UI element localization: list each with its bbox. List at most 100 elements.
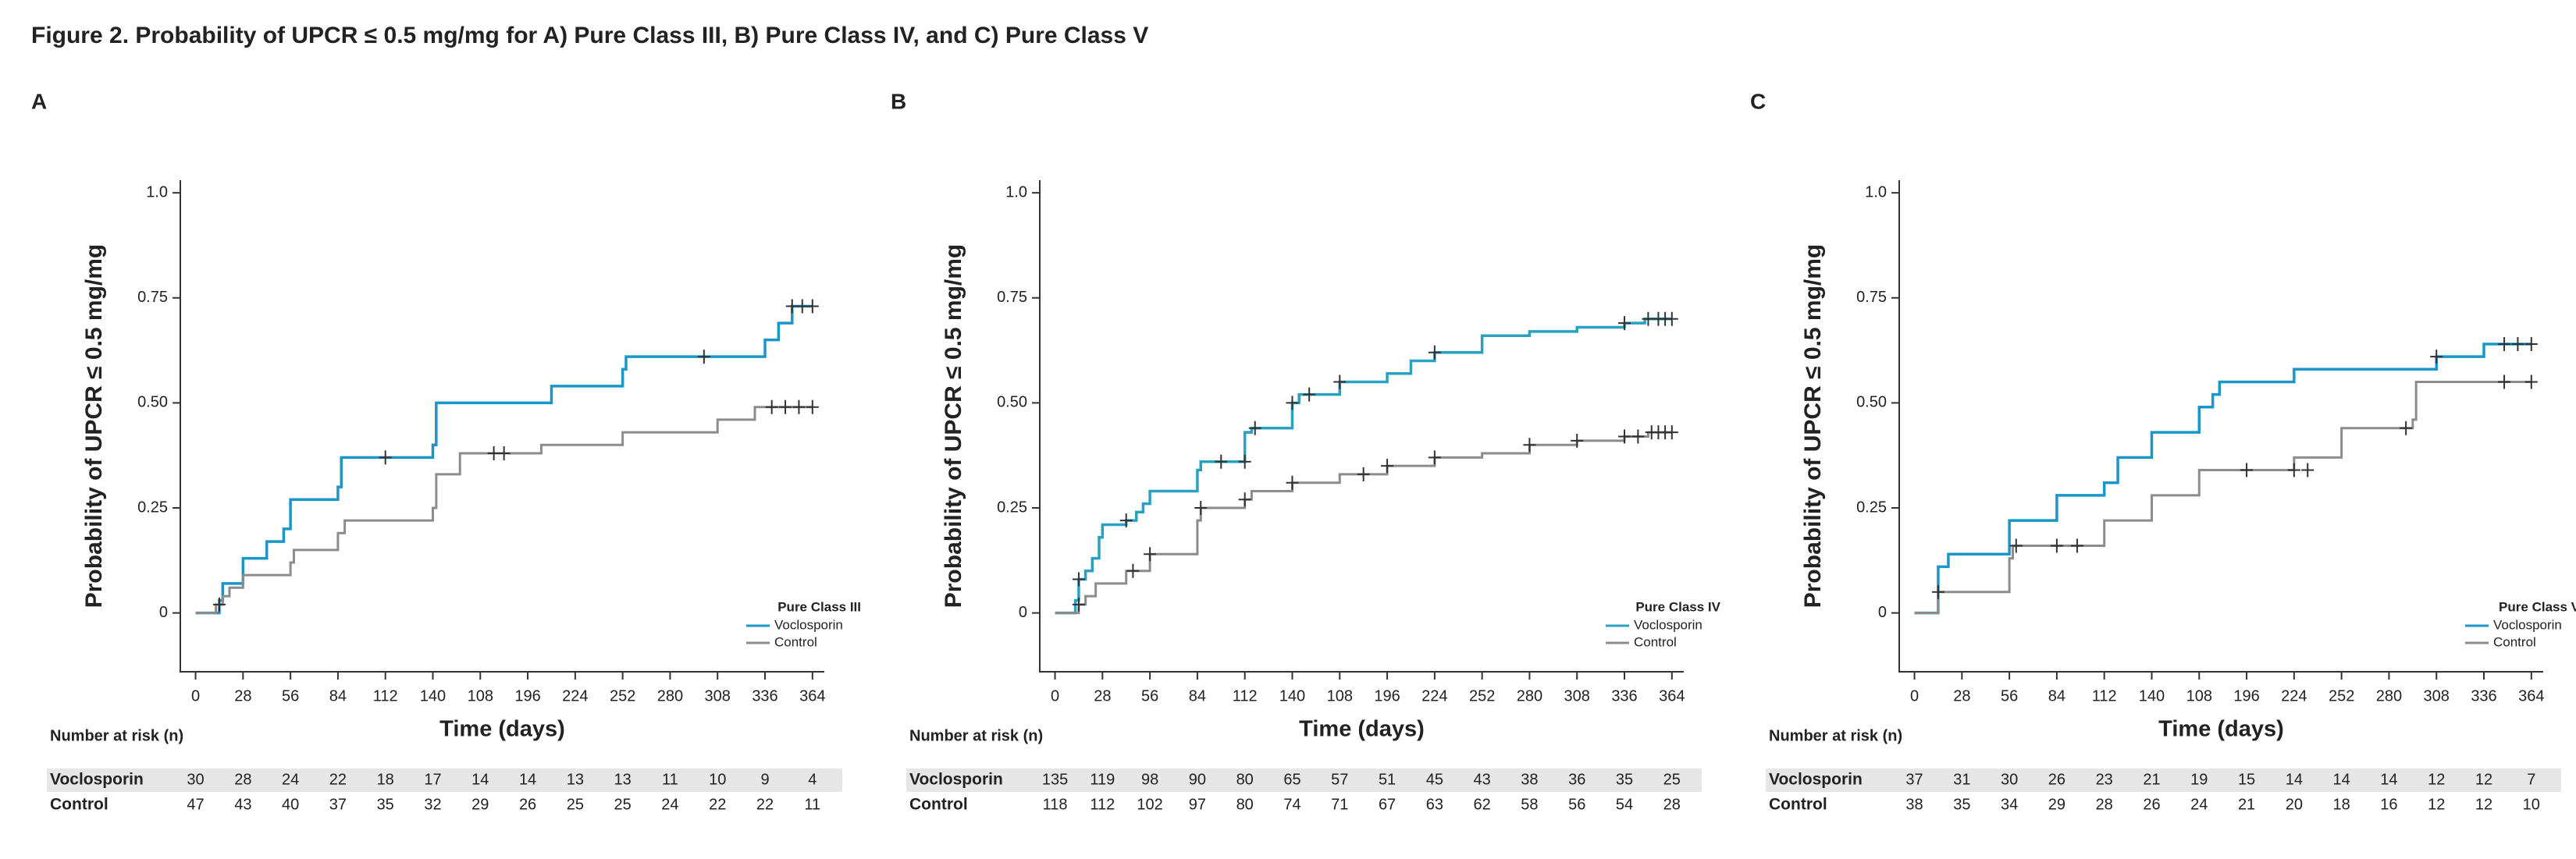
risk-count: 30 xyxy=(2001,771,2018,788)
x-tick-label: 224 xyxy=(562,687,588,705)
risk-count: 71 xyxy=(1331,796,1348,813)
x-tick-label: 84 xyxy=(329,687,347,705)
risk-row-band xyxy=(1766,768,2561,792)
risk-count: 7 xyxy=(2527,771,2535,788)
censor-mark xyxy=(1618,429,1631,444)
y-axis-label: Probability of UPCR ≤ 0.5 mg/mg xyxy=(81,244,107,609)
censor-mark xyxy=(1126,563,1140,578)
risk-count: 58 xyxy=(1521,796,1538,813)
risk-count: 19 xyxy=(2190,771,2208,788)
risk-count: 9 xyxy=(760,771,769,788)
x-tick-label: 364 xyxy=(2518,687,2544,705)
figure-title: Figure 2. Probability of UPCR ≤ 0.5 mg/m… xyxy=(31,23,1148,48)
risk-count: 12 xyxy=(2428,796,2445,813)
censor-mark xyxy=(792,399,806,414)
y-tick-label: 1.0 xyxy=(1005,183,1027,201)
risk-row-name: Control xyxy=(909,796,968,814)
risk-count: 51 xyxy=(1379,771,1396,788)
x-tick-label: 336 xyxy=(1611,687,1637,705)
risk-count: 26 xyxy=(2143,796,2160,813)
y-tick-label: 0.50 xyxy=(1856,394,1887,411)
x-tick-label: 280 xyxy=(1517,687,1542,705)
risk-count: 118 xyxy=(1043,796,1068,813)
survival-curve xyxy=(1914,380,2532,615)
risk-count: 15 xyxy=(2238,771,2255,788)
censor-mark xyxy=(2009,538,2023,553)
risk-count: 18 xyxy=(2333,796,2350,813)
x-tick-label: 140 xyxy=(420,687,446,705)
risk-count: 26 xyxy=(2048,771,2065,788)
x-tick-label: 252 xyxy=(2329,687,2354,705)
censor-mark xyxy=(1303,387,1316,402)
x-tick-label: 108 xyxy=(468,687,493,705)
axes xyxy=(1898,180,2543,673)
x-tick-label: 364 xyxy=(799,687,825,705)
censor-mark xyxy=(497,446,511,460)
risk-count: 80 xyxy=(1236,771,1254,788)
x-tick-label: 308 xyxy=(2424,687,2450,705)
x-tick-label: 140 xyxy=(2139,687,2165,705)
legend-label: Voclosporin xyxy=(2493,617,2562,632)
censor-mark xyxy=(2070,538,2083,553)
risk-count: 43 xyxy=(234,796,251,813)
x-axis-label: Time (days) xyxy=(2158,717,2284,742)
risk-count: 22 xyxy=(709,796,726,813)
survival-curve xyxy=(1055,317,1672,615)
censor-mark xyxy=(2301,463,2314,477)
censor-mark xyxy=(2430,350,2443,364)
risk-count: 14 xyxy=(519,771,536,788)
risk-count: 57 xyxy=(1331,771,1348,788)
risk-count: 12 xyxy=(2475,771,2492,788)
x-tick-label: 112 xyxy=(1233,687,1258,705)
censor-mark xyxy=(2498,374,2511,389)
axes xyxy=(180,180,824,673)
y-axis-label: Probability of UPCR ≤ 0.5 mg/mg xyxy=(1800,244,1826,609)
risk-count: 65 xyxy=(1283,771,1300,788)
risk-row-band xyxy=(906,768,1702,792)
censor-mark xyxy=(2400,421,2413,435)
risk-row-band xyxy=(47,768,842,792)
legend-label: Voclosporin xyxy=(1634,617,1703,632)
risk-row-name: Voclosporin xyxy=(1769,771,1863,789)
panel-label: A xyxy=(31,89,47,113)
y-tick-label: 0.25 xyxy=(997,499,1027,516)
x-tick-label: 56 xyxy=(2001,687,2018,705)
risk-count: 22 xyxy=(329,771,347,788)
y-tick-label: 1.0 xyxy=(1865,183,1887,201)
risk-count: 47 xyxy=(187,796,204,813)
x-tick-label: 0 xyxy=(191,687,200,705)
censor-mark xyxy=(1618,316,1631,331)
x-tick-label: 108 xyxy=(1327,687,1353,705)
risk-count: 119 xyxy=(1090,771,1115,788)
x-tick-label: 0 xyxy=(1051,687,1059,705)
risk-count: 40 xyxy=(282,796,299,813)
legend-label: Control xyxy=(2493,634,2536,649)
risk-row-name: Control xyxy=(50,796,109,814)
risk-count: 11 xyxy=(804,796,820,813)
risk-count: 90 xyxy=(1189,771,1206,788)
risk-count: 54 xyxy=(1616,796,1633,813)
x-tick-label: 108 xyxy=(2186,687,2212,705)
x-tick-label: 56 xyxy=(282,687,299,705)
risk-count: 23 xyxy=(2096,771,2113,788)
x-tick-label: 336 xyxy=(2471,687,2496,705)
axes xyxy=(1039,180,1684,673)
risk-count: 13 xyxy=(614,771,632,788)
censor-mark xyxy=(1428,345,1441,360)
risk-count: 62 xyxy=(1474,796,1491,813)
risk-count: 24 xyxy=(2190,796,2208,813)
risk-count: 29 xyxy=(2048,796,2065,813)
risk-count: 26 xyxy=(519,796,536,813)
risk-count: 102 xyxy=(1137,796,1162,813)
censor-mark xyxy=(1286,475,1299,490)
censor-mark xyxy=(1333,374,1347,389)
y-tick-label: 0 xyxy=(1878,604,1887,621)
risk-count: 45 xyxy=(1426,771,1443,788)
risk-table-title: Number at risk (n) xyxy=(1769,727,1902,744)
risk-count: 20 xyxy=(2286,796,2303,813)
censor-mark xyxy=(1381,459,1394,474)
censor-mark xyxy=(765,399,778,414)
risk-count: 21 xyxy=(2143,771,2160,788)
